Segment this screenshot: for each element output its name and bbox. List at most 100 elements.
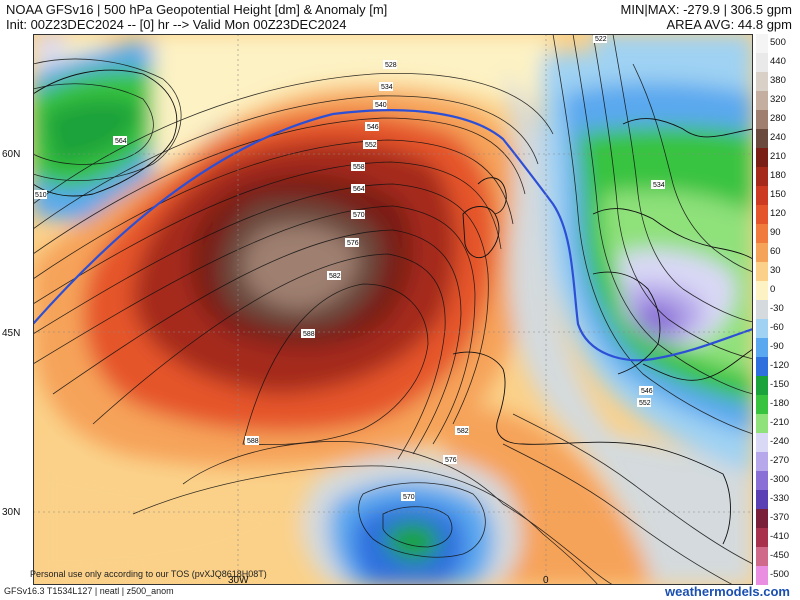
coastlines	[33, 69, 753, 545]
svg-text:534: 534	[381, 84, 393, 91]
usage-note: Personal use only according to our TOS (…	[30, 569, 267, 579]
anomaly-map: 528 534 540 546 552 558 564 570 576 582 …	[33, 34, 753, 585]
color-scale-swatch	[756, 110, 768, 129]
color-scale-label: -30	[770, 303, 784, 314]
contour-label-group: 528 534 540 546 552 558 564 570 576 582 …	[33, 34, 665, 501]
color-scale-swatch	[756, 433, 768, 452]
map-title: NOAA GFSv16 | 500 hPa Geopotential Heigh…	[6, 2, 388, 17]
color-scale-swatch	[756, 490, 768, 509]
color-scale-swatch	[756, 34, 768, 53]
svg-text:570: 570	[353, 212, 365, 219]
color-scale-step: -90	[756, 338, 800, 357]
color-scale-step: 30	[756, 262, 800, 281]
color-scale-label: -370	[770, 512, 790, 523]
contour-label: 528	[383, 60, 397, 69]
color-scale-label: 150	[770, 189, 786, 200]
svg-text:546: 546	[367, 124, 379, 131]
lon-label-30w: 30W	[228, 575, 249, 586]
color-scale-swatch	[756, 566, 768, 585]
color-scale-label: -150	[770, 379, 790, 390]
color-scale-label: -240	[770, 436, 790, 447]
contour-label: 564	[113, 136, 127, 145]
svg-text:546: 546	[641, 388, 653, 395]
color-scale-step: 240	[756, 129, 800, 148]
color-scale-step: -150	[756, 376, 800, 395]
color-scale-label: 60	[770, 246, 781, 257]
color-scale-step: 500	[756, 34, 800, 53]
svg-text:564: 564	[115, 138, 127, 145]
svg-text:552: 552	[639, 400, 651, 407]
brand-link[interactable]: weathermodels.com	[665, 584, 790, 599]
color-scale-label: -500	[770, 569, 790, 580]
anomaly-field	[33, 34, 753, 585]
color-scale-swatch	[756, 319, 768, 338]
lat-label-60n: 60N	[2, 149, 21, 160]
color-scale-step: -410	[756, 528, 800, 547]
contour-label: 534	[651, 180, 665, 189]
color-scale-step: 90	[756, 224, 800, 243]
svg-text:576: 576	[445, 457, 457, 464]
svg-text:528: 528	[385, 62, 397, 69]
color-scale-step: -120	[756, 357, 800, 376]
header: NOAA GFSv16 | 500 hPa Geopotential Heigh…	[0, 0, 800, 34]
lat-lon-grid	[33, 34, 753, 585]
contour-label: 570	[401, 492, 415, 501]
area-average-readout: AREA AVG: 44.8 gpm	[666, 17, 793, 32]
color-scale-step: 120	[756, 205, 800, 224]
color-scale-step: -240	[756, 433, 800, 452]
svg-text:534: 534	[653, 182, 665, 189]
color-scale-swatch	[756, 357, 768, 376]
color-scale-label: -210	[770, 417, 790, 428]
color-scale-swatch	[756, 414, 768, 433]
color-scale-swatch	[756, 547, 768, 566]
lat-label-30n: 30N	[2, 507, 21, 518]
color-scale-step: 180	[756, 167, 800, 186]
contour-label: 582	[327, 271, 341, 280]
color-scale-step: -210	[756, 414, 800, 433]
svg-text:564: 564	[353, 186, 365, 193]
color-scale-swatch	[756, 281, 768, 300]
color-scale-label: 180	[770, 170, 786, 181]
color-scale-swatch	[756, 376, 768, 395]
color-scale-step: 280	[756, 110, 800, 129]
contour-label: 558	[351, 162, 365, 171]
contour-label: 570	[351, 210, 365, 219]
color-scale-swatch	[756, 186, 768, 205]
color-scale-label: -300	[770, 474, 790, 485]
svg-text:576: 576	[347, 240, 359, 247]
color-scale-step: -450	[756, 547, 800, 566]
svg-text:570: 570	[403, 494, 415, 501]
color-scale-label: 210	[770, 151, 786, 162]
color-scale-swatch	[756, 509, 768, 528]
color-scale-step: 210	[756, 148, 800, 167]
lat-label-45n: 45N	[2, 328, 21, 339]
color-scale-swatch	[756, 224, 768, 243]
color-scale-label: -450	[770, 550, 790, 561]
contour-label: 582	[455, 426, 469, 435]
svg-text:558: 558	[353, 164, 365, 171]
contour-label: 588	[301, 329, 315, 338]
color-scale-label: 120	[770, 208, 786, 219]
contour-label: 588	[245, 436, 259, 445]
contour-label: 522	[593, 34, 607, 43]
svg-text:552: 552	[365, 142, 377, 149]
contour-label: 510	[33, 190, 47, 199]
svg-text:582: 582	[329, 273, 341, 280]
color-scale-swatch	[756, 72, 768, 91]
color-scale-step: -60	[756, 319, 800, 338]
color-scale-step: 380	[756, 72, 800, 91]
color-scale-swatch	[756, 148, 768, 167]
color-scale-swatch	[756, 528, 768, 547]
contour-label: 540	[373, 100, 387, 109]
contour-label: 564	[351, 184, 365, 193]
contour-label: 546	[365, 122, 379, 131]
color-scale-swatch	[756, 205, 768, 224]
init-valid-time: Init: 00Z23DEC2024 -- [0] hr --> Valid M…	[6, 17, 347, 32]
contour-label: 576	[443, 455, 457, 464]
color-scale-step: -330	[756, 490, 800, 509]
color-scale-swatch	[756, 243, 768, 262]
contour-label: 552	[363, 140, 377, 149]
color-scale-label: -270	[770, 455, 790, 466]
color-scale-label: 440	[770, 56, 786, 67]
contour-label: 576	[345, 238, 359, 247]
